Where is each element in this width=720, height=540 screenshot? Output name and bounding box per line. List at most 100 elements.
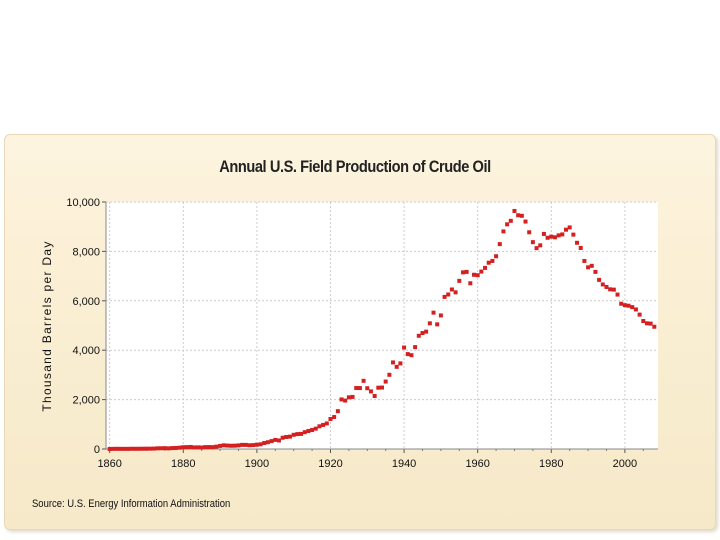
data-point <box>126 446 131 451</box>
data-point <box>376 385 381 390</box>
data-point <box>361 378 366 383</box>
data-point <box>151 446 156 451</box>
data-point <box>247 443 252 448</box>
data-point <box>516 213 521 218</box>
data-point <box>446 292 451 297</box>
data-point <box>460 270 465 275</box>
data-point <box>368 389 373 394</box>
data-point <box>232 443 237 448</box>
data-point <box>398 361 403 366</box>
data-point <box>159 446 164 451</box>
data-point <box>276 438 281 443</box>
data-point <box>619 301 624 306</box>
data-point <box>633 307 638 312</box>
data-point <box>626 303 631 308</box>
data-point <box>137 446 142 451</box>
data-point <box>148 446 153 451</box>
x-tick-label: 1940 <box>392 458 416 470</box>
data-point <box>578 245 583 250</box>
data-point <box>225 443 230 448</box>
data-point <box>111 446 116 451</box>
data-point <box>427 321 432 326</box>
data-point <box>380 385 384 390</box>
data-point <box>335 409 340 414</box>
data-point <box>409 353 414 358</box>
y-tick-label: 0 <box>94 444 100 456</box>
data-point <box>552 235 557 240</box>
data-point <box>210 445 215 450</box>
data-point <box>490 258 495 263</box>
data-point <box>199 445 204 450</box>
data-point <box>166 446 171 451</box>
data-point <box>254 442 259 447</box>
data-point <box>240 442 245 447</box>
x-tick-label: 1880 <box>171 458 195 470</box>
data-point <box>269 439 274 444</box>
data-point <box>611 287 616 292</box>
data-point <box>472 272 476 277</box>
x-tick-label: 1960 <box>465 458 489 470</box>
data-point <box>391 360 396 365</box>
data-point <box>416 333 421 338</box>
data-point <box>332 415 337 420</box>
data-point <box>140 446 145 451</box>
data-point <box>505 222 510 227</box>
data-point <box>438 313 443 318</box>
data-point <box>284 434 289 439</box>
data-point <box>586 265 591 270</box>
data-point <box>221 443 226 448</box>
data-point <box>530 240 535 245</box>
data-point <box>203 445 208 450</box>
data-point <box>582 258 587 263</box>
data-point <box>280 435 285 440</box>
data-point <box>527 230 532 235</box>
data-point <box>173 445 178 450</box>
data-point <box>295 432 300 437</box>
data-point <box>214 444 219 449</box>
data-point <box>306 429 311 434</box>
data-point <box>291 432 296 437</box>
y-tick-label: 4,000 <box>72 345 100 357</box>
data-point <box>357 386 362 391</box>
data-point <box>133 446 138 451</box>
data-point <box>129 446 134 451</box>
data-point <box>181 445 186 450</box>
data-point <box>597 277 602 282</box>
data-point <box>593 269 598 274</box>
data-point <box>115 446 120 451</box>
data-point <box>383 379 388 384</box>
data-point <box>637 312 642 317</box>
data-point <box>567 225 572 230</box>
data-point <box>313 426 318 431</box>
data-point <box>512 208 517 213</box>
data-point <box>475 273 480 278</box>
data-point <box>196 445 200 450</box>
data-point <box>449 287 454 292</box>
data-point <box>343 398 348 403</box>
data-point <box>523 219 528 224</box>
x-tick-label: 1900 <box>245 458 269 470</box>
data-point <box>564 227 568 232</box>
data-point <box>538 243 543 248</box>
data-point <box>302 430 307 435</box>
grid <box>106 201 658 449</box>
data-point <box>402 345 407 350</box>
data-point <box>365 386 370 391</box>
data-point <box>236 443 241 448</box>
data-point <box>641 319 646 324</box>
data-point <box>453 290 458 295</box>
data-point <box>652 324 657 329</box>
data-point <box>229 443 234 448</box>
data-point <box>604 284 609 289</box>
data-point <box>497 242 502 247</box>
data-point <box>442 294 447 299</box>
data-point <box>218 443 223 448</box>
axes <box>102 201 658 453</box>
data-point <box>354 386 359 391</box>
data-point <box>501 229 506 234</box>
data-point <box>575 240 580 245</box>
data-point <box>615 292 620 297</box>
data-point <box>144 446 149 451</box>
data-point <box>207 445 212 450</box>
